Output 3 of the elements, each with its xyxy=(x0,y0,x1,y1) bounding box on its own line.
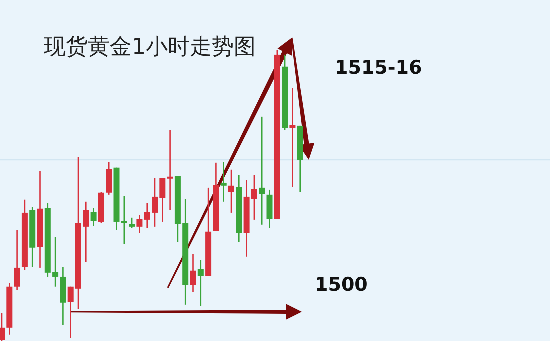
chart-title: 现货黄金1小时走势图 xyxy=(44,35,256,60)
text: 1515-16 xyxy=(335,57,422,79)
text: 1500 xyxy=(315,274,368,296)
